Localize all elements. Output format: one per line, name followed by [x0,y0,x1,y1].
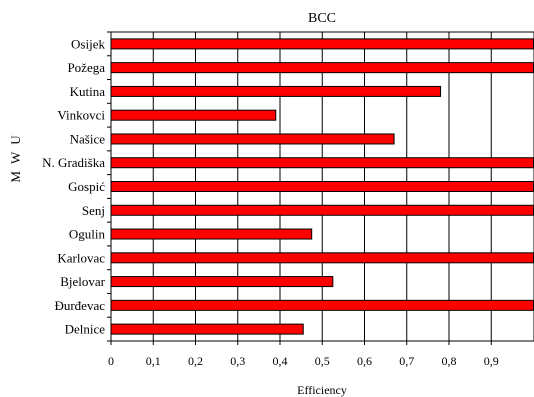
bar [110,62,534,74]
category-label: Našice [70,131,106,146]
category-label: Ogulin [69,227,106,242]
category-labels: Osijek Požega Kutina Vinkovci Našice N. Gradi… [42,31,111,342]
bar [110,204,534,216]
x-axis-title: Efficiency [297,383,347,397]
category-label: Karlovac [57,250,105,265]
category-label: Osijek [71,36,105,51]
chart-title: BCC [308,11,336,26]
bar [110,323,304,335]
x-tick-label: 0,7 [399,354,414,368]
x-tick-labels: 0 0,1 0,2 0,3 0,4 0,5 0,6 0,7 0,8 0,9 [108,341,499,368]
bar [110,157,534,169]
category-label: Senj [82,203,105,218]
x-tick-label: 0,1 [146,354,161,368]
x-tick-label: 0,9 [484,354,499,368]
bar [110,252,534,264]
x-tick-label: 0,2 [188,354,203,368]
bar [110,109,277,121]
category-label: Gospić [68,179,105,194]
category-label: Vinkovci [57,108,105,123]
category-label: Požega [67,60,105,75]
x-tick-label: 0,8 [442,354,457,368]
category-label: Kutina [70,84,106,99]
bar [110,228,313,240]
bar [110,38,534,50]
bar [110,85,442,97]
x-tick-label: 0 [108,354,114,368]
category-label: Đurđevac [54,298,105,313]
y-axis-title: M W U [8,133,23,182]
x-tick-label: 0,3 [230,354,245,368]
bar [110,181,534,192]
bar [110,133,395,145]
bar [110,276,334,288]
bar [110,299,534,311]
x-tick-label: 0,5 [315,354,330,368]
category-label: Delnice [65,322,106,337]
category-label: Bjelovar [60,274,105,289]
x-tick-label: 0,6 [357,354,372,368]
x-tick-label: 0,4 [273,354,288,368]
category-label: N. Gradiška [42,155,105,170]
